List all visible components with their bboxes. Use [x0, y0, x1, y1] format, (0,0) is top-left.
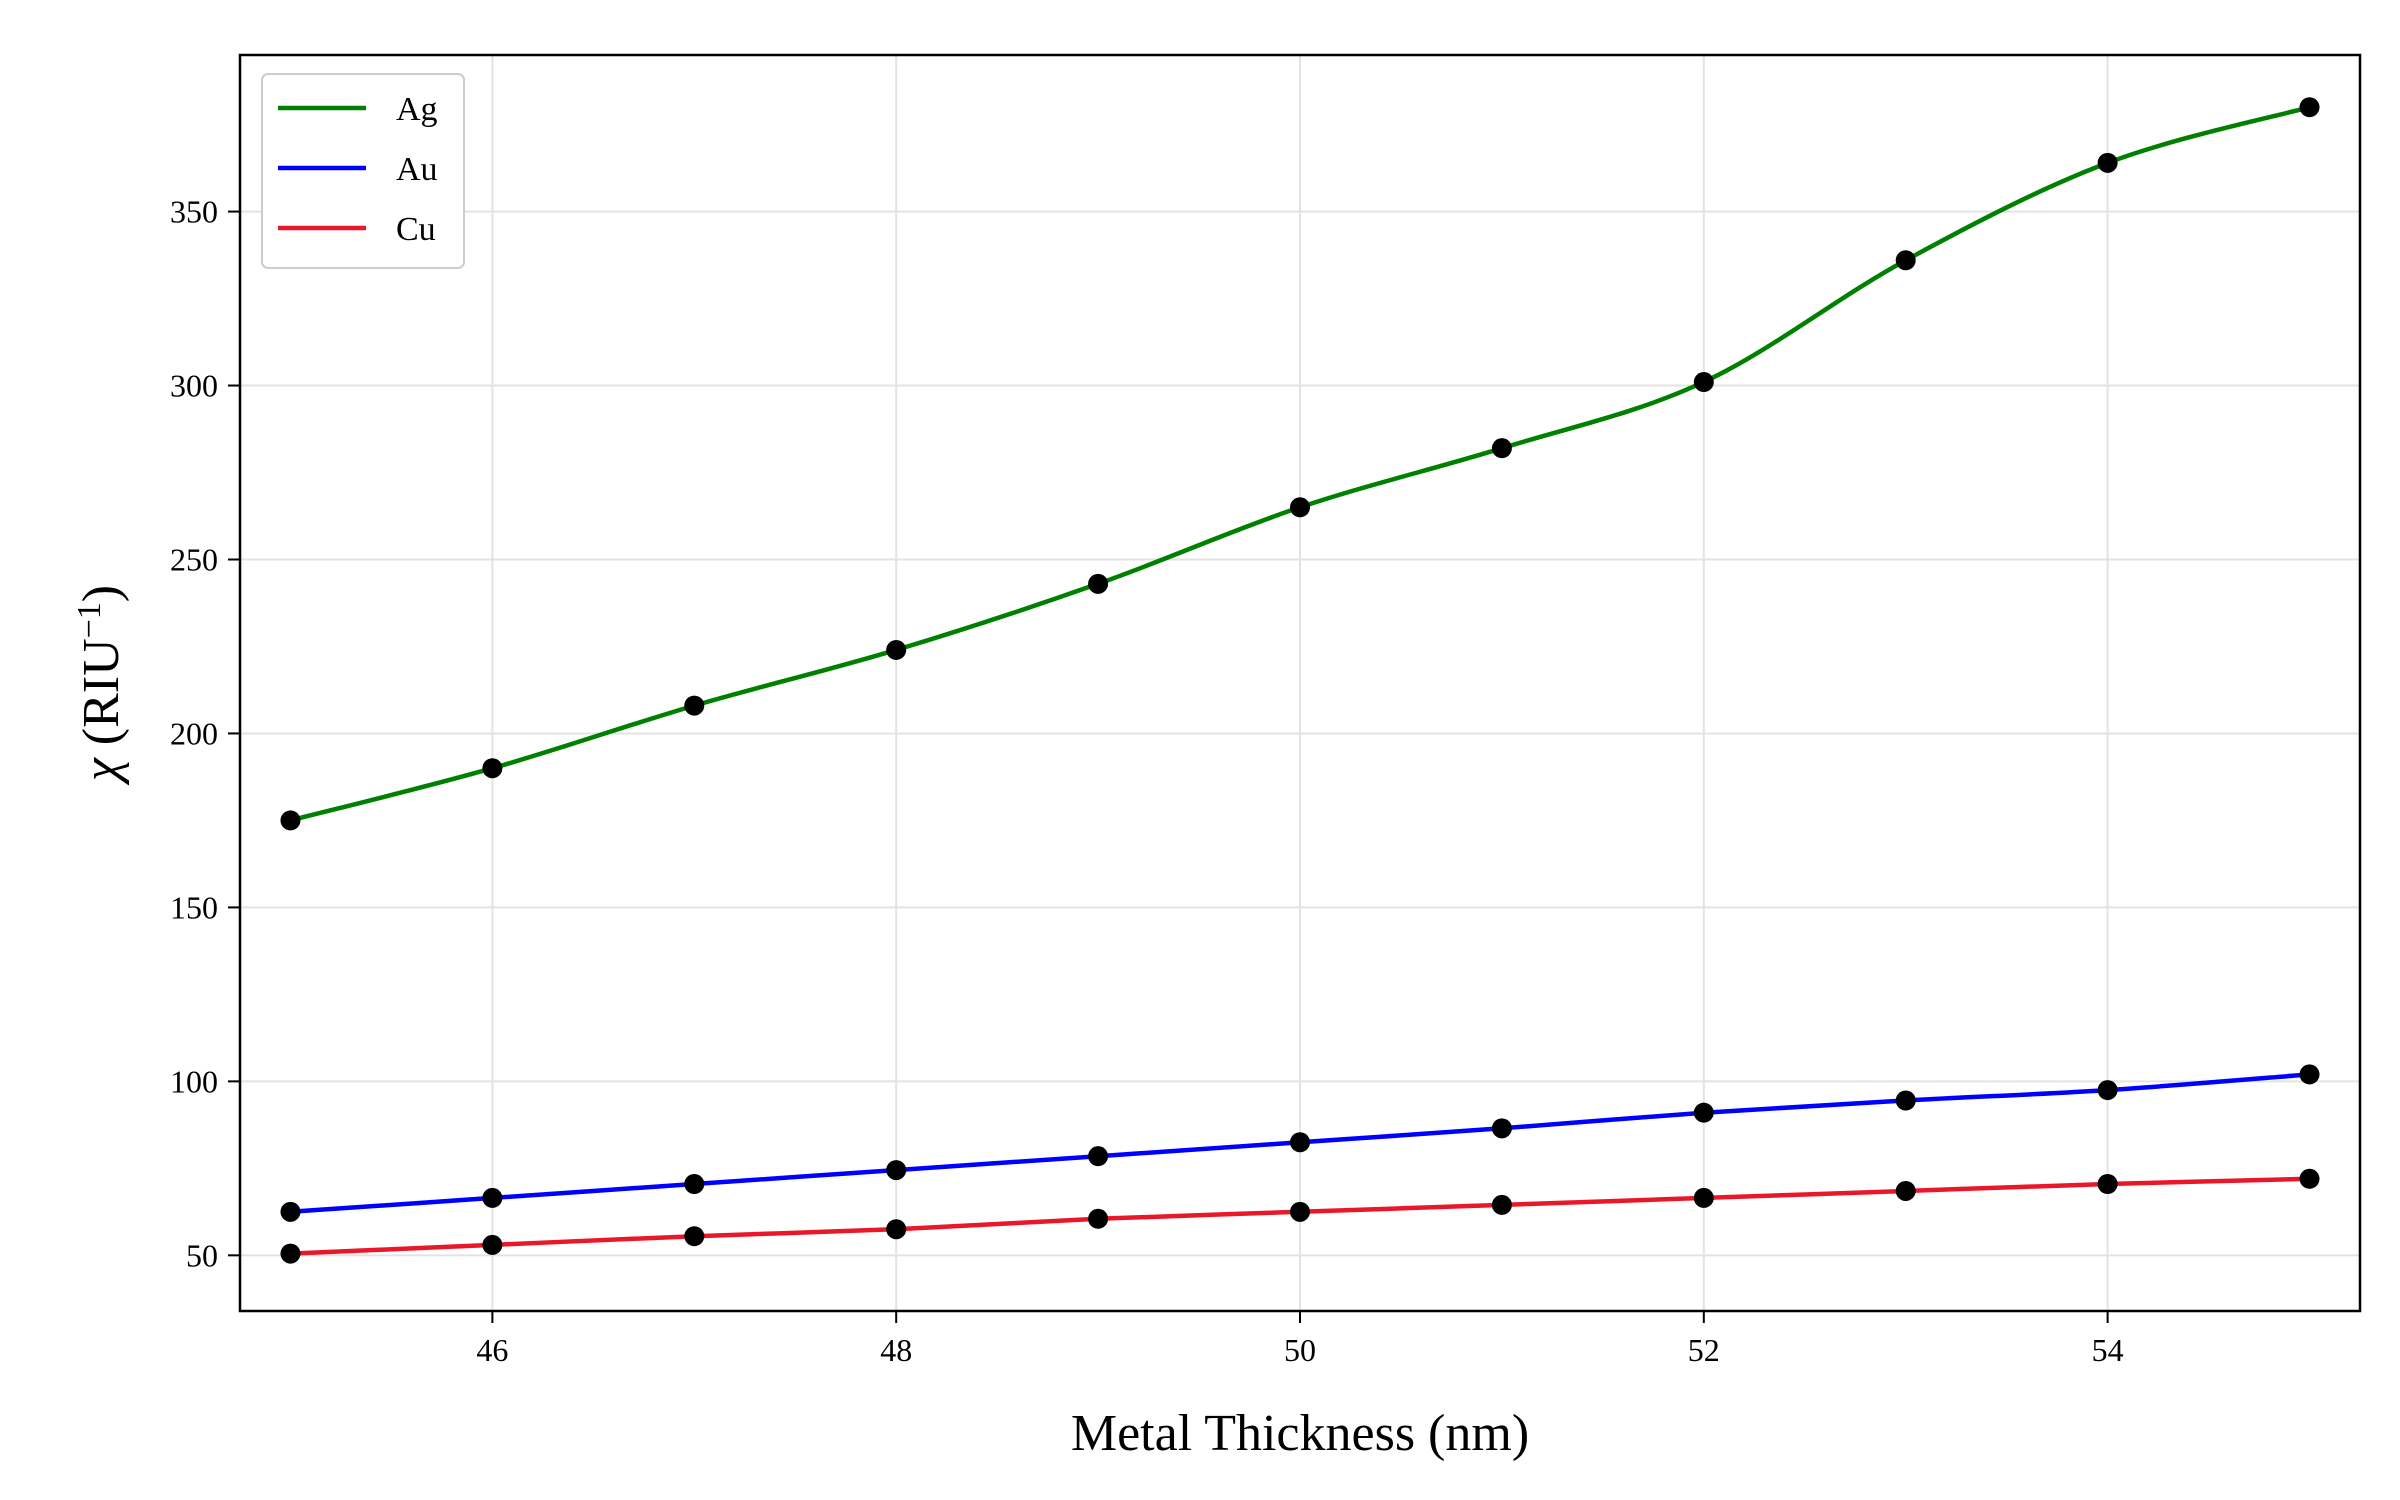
data-point-cu: [2299, 1168, 2320, 1189]
y-axis-unit-superscript: −1: [71, 602, 108, 638]
legend-label-cu: Cu: [396, 211, 436, 248]
data-point-ag: [2299, 97, 2320, 118]
x-tick-label: 52: [1688, 1332, 1720, 1368]
y-tick-label: 250: [170, 541, 218, 577]
data-point-au: [1693, 1102, 1714, 1123]
y-tick-label: 100: [170, 1063, 218, 1099]
x-tick-label: 54: [2092, 1332, 2124, 1368]
legend-box: [261, 73, 465, 269]
y-tick-label: 50: [186, 1237, 218, 1273]
data-point-ag: [280, 810, 301, 831]
y-tick-label: 150: [170, 889, 218, 925]
data-point-ag: [482, 758, 503, 779]
y-axis-unit-prefix: (RIU: [73, 638, 130, 758]
x-tick-label: 50: [1284, 1332, 1316, 1368]
legend: Ag Au Cu: [261, 73, 465, 269]
data-point-cu: [1693, 1187, 1714, 1208]
data-point-cu: [280, 1243, 301, 1264]
data-point-au: [1088, 1146, 1109, 1167]
grid: [240, 55, 2360, 1311]
data-point-au: [1491, 1118, 1512, 1139]
y-axis-ticks: 50 100 150 200 250 300 350: [170, 194, 240, 1273]
data-point-ag: [886, 639, 907, 660]
data-point-cu: [1290, 1201, 1310, 1222]
data-point-au: [482, 1187, 503, 1208]
data-point-ag: [1895, 250, 1916, 271]
data-point-cu: [1491, 1194, 1512, 1215]
y-tick-label: 300: [170, 368, 218, 404]
y-tick-label: 350: [170, 194, 218, 230]
data-point-au: [1895, 1090, 1916, 1111]
y-axis-label: χ (RIU−1): [71, 585, 130, 786]
data-point-cu: [1088, 1208, 1109, 1229]
x-axis-ticks: 46 48 50 52 54: [476, 1311, 2124, 1368]
data-point-au: [280, 1201, 301, 1222]
data-point-au: [886, 1160, 907, 1181]
data-point-ag: [684, 695, 705, 716]
data-point-cu: [2097, 1174, 2118, 1195]
data-point-au: [2097, 1080, 2118, 1101]
data-point-cu: [1895, 1180, 1916, 1201]
data-point-ag: [2097, 152, 2118, 173]
legend-label-au: Au: [396, 151, 438, 188]
data-point-au: [2299, 1064, 2320, 1085]
legend-label-ag: Ag: [396, 91, 438, 128]
data-point-ag: [1088, 573, 1109, 594]
data-markers: [280, 97, 2320, 1264]
y-axis-symbol: χ: [73, 757, 130, 786]
data-point-ag: [1491, 438, 1512, 459]
y-axis-unit-suffix: ): [73, 585, 130, 602]
data-point-cu: [482, 1234, 503, 1255]
data-point-au: [684, 1174, 705, 1195]
data-point-ag: [1290, 497, 1310, 518]
data-point-ag: [1693, 372, 1714, 393]
data-point-cu: [886, 1219, 907, 1240]
data-point-au: [1290, 1132, 1310, 1153]
x-axis-label: Metal Thickness (nm): [1071, 1405, 1529, 1462]
y-tick-label: 200: [170, 715, 218, 751]
x-tick-label: 48: [880, 1332, 912, 1368]
data-point-cu: [684, 1226, 705, 1247]
x-tick-label: 46: [476, 1332, 508, 1368]
